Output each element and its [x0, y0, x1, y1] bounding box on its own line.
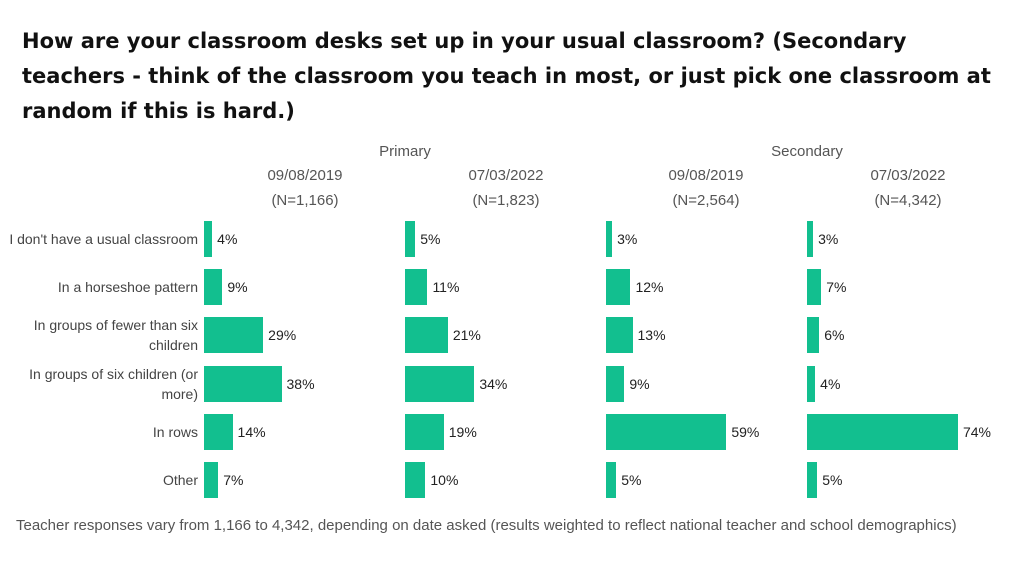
panel-date-label: 07/03/2022 [468, 167, 544, 184]
bar-value-label: 59% [731, 424, 760, 440]
bar-value-label: 21% [452, 327, 481, 343]
bar-value-label: 12% [635, 279, 664, 295]
category-label: Other [162, 472, 198, 488]
panel-sample-size: (N=2,564) [672, 192, 740, 209]
panel-sample-size: (N=1,166) [271, 192, 339, 209]
panel-sample-size: (N=1,823) [472, 192, 540, 209]
group-label-primary: Primary [379, 143, 431, 160]
category-label: In a horseshoe pattern [57, 279, 198, 295]
category-label: In rows [152, 424, 198, 440]
bar-value-label: 74% [962, 424, 991, 440]
bar-value-label: 4% [820, 376, 841, 392]
bar-value-label: 9% [629, 376, 650, 392]
bar [807, 317, 820, 353]
bar [606, 366, 625, 402]
bar [204, 317, 264, 353]
bar [405, 414, 444, 450]
bar-value-label: 19% [448, 424, 477, 440]
bar-value-label: 5% [822, 472, 843, 488]
group-label-secondary: Secondary [771, 143, 843, 160]
panel-date-label: 07/03/2022 [870, 167, 946, 184]
bar-value-label: 5% [621, 472, 642, 488]
bar-value-label: 11% [432, 279, 460, 295]
bar [204, 269, 223, 305]
chart-footnote: Teacher responses vary from 1,166 to 4,3… [16, 517, 957, 534]
bar [405, 221, 416, 257]
bar [606, 269, 631, 305]
bar [405, 462, 426, 498]
bar-value-label: 5% [420, 231, 441, 247]
bar [606, 317, 633, 353]
bar [405, 269, 428, 305]
bar [606, 414, 727, 450]
bar-value-label: 3% [818, 231, 839, 247]
bar-value-label: 4% [217, 231, 238, 247]
bar [807, 221, 814, 257]
bar [807, 414, 958, 450]
bar [405, 366, 475, 402]
panel-sample-size: (N=4,342) [874, 192, 942, 209]
bar [606, 462, 617, 498]
bar-value-label: 7% [826, 279, 847, 295]
bar [204, 221, 213, 257]
bar-value-label: 34% [479, 376, 508, 392]
bar [204, 366, 282, 402]
bar-value-label: 10% [430, 472, 459, 488]
bar-value-label: 13% [637, 327, 666, 343]
bar [807, 366, 816, 402]
chart-title: How are your classroom desks set up in y… [22, 29, 991, 123]
bar-value-label: 3% [617, 231, 638, 247]
bar [807, 462, 818, 498]
bar [204, 462, 219, 498]
bar-value-label: 9% [227, 279, 248, 295]
bar-value-label: 6% [824, 327, 845, 343]
bar-value-label: 29% [268, 327, 297, 343]
bar-value-label: 14% [237, 424, 266, 440]
category-label: In groups of fewer than six children [33, 317, 198, 353]
bar [606, 221, 613, 257]
bar-value-label: 7% [223, 472, 244, 488]
panel-date-label: 09/08/2019 [668, 167, 744, 184]
panel-date-label: 09/08/2019 [267, 167, 343, 184]
bar [204, 414, 233, 450]
category-label: I don't have a usual classroom [9, 231, 198, 247]
bar [405, 317, 448, 353]
bar [807, 269, 822, 305]
bar-value-label: 38% [286, 376, 315, 392]
category-label: In groups of six children (or more) [29, 366, 198, 402]
